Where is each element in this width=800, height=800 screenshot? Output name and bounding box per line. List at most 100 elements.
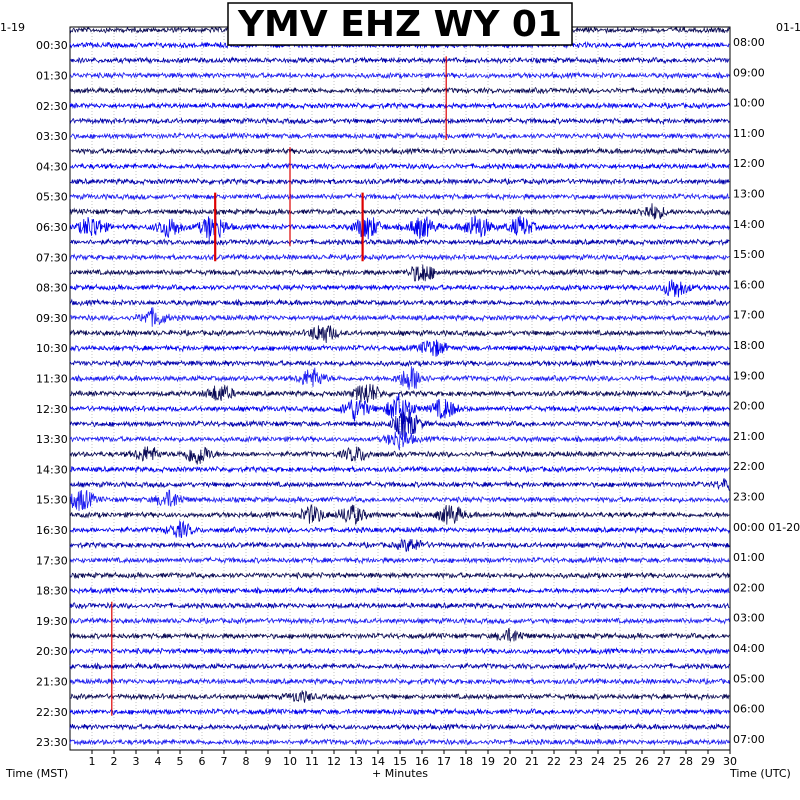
x-tick-label: 18 (459, 755, 473, 768)
x-tick-label: 9 (265, 755, 272, 768)
right-time-label: 23:00 (733, 491, 765, 504)
x-tick-label: 12 (327, 755, 341, 768)
trace-row (69, 307, 730, 327)
right-time-label: 08:00 (733, 36, 765, 49)
left-time-label: 11:30 (36, 372, 68, 385)
right-time-label: 19:00 (733, 369, 765, 382)
right-time-label: 12:00 (733, 157, 765, 170)
trace-rows (69, 25, 730, 746)
left-time-label: 17:30 (36, 554, 68, 567)
right-time-label: 06:00 (733, 703, 765, 716)
left-time-label: 15:30 (36, 494, 68, 507)
trace-row (69, 722, 730, 732)
minute-grid (91, 27, 709, 750)
trace-row (69, 616, 730, 625)
right-time-label: 04:00 (733, 642, 765, 655)
right-time-label: 10:00 (733, 97, 765, 110)
x-tick-label: 15 (393, 755, 407, 768)
right-time-label: 09:00 (733, 66, 765, 79)
x-tick-label: 16 (415, 755, 429, 768)
trace-row (69, 325, 730, 344)
trace-row (70, 465, 730, 474)
left-time-label: 18:30 (36, 585, 68, 598)
left-time-label: 09:30 (36, 312, 68, 325)
x-tick-label: 28 (679, 755, 693, 768)
trace-row (69, 571, 730, 580)
x-tick-label: 17 (437, 755, 451, 768)
x-tick-label: 2 (111, 755, 118, 768)
trace-row (69, 430, 730, 451)
right-time-label: 01:00 (733, 551, 765, 564)
trace-row (69, 203, 730, 220)
trace-row (69, 409, 730, 438)
right-time-label: 21:00 (733, 430, 765, 443)
x-tick-label: 1 (89, 755, 96, 768)
left-time-label: 21:30 (36, 675, 68, 688)
trace-row (69, 56, 730, 65)
trace-row (69, 677, 730, 686)
right-time-label: 20:00 (733, 400, 765, 413)
right-axis-title: Time (UTC) (729, 767, 791, 780)
left-time-label: 23:30 (36, 736, 68, 749)
trace-row (69, 738, 730, 746)
left-time-label: 10:30 (36, 342, 68, 355)
x-tick-label: 29 (701, 755, 715, 768)
right-time-label: 00:00 01-20 (733, 521, 800, 534)
right-time-label: 22:00 (733, 460, 765, 473)
x-tick-label: 8 (243, 755, 250, 768)
trace-row (69, 628, 730, 642)
right-time-label: 16:00 (733, 278, 765, 291)
chart-title: YMV EHZ WY 01 (237, 4, 562, 45)
trace-row (69, 298, 730, 307)
x-tick-label: 5 (177, 755, 184, 768)
x-tick-label: 19 (481, 755, 495, 768)
trace-row (69, 690, 730, 703)
x-tick-label: 25 (613, 755, 627, 768)
trace-row (69, 215, 730, 240)
trace-row (69, 601, 730, 611)
trace-row (69, 86, 730, 95)
title-box (227, 2, 573, 46)
trace-row (69, 478, 730, 491)
right-time-label: 13:00 (733, 188, 765, 201)
x-tick-label: 10 (283, 755, 297, 768)
trace-row (69, 162, 730, 171)
trace-row (69, 646, 730, 656)
x-tick-label: 26 (635, 755, 649, 768)
left-axis-title: Time (MST) (5, 767, 68, 780)
trace-row (69, 253, 730, 262)
left-time-label: 14:30 (36, 463, 68, 476)
left-time-label: 03:30 (36, 130, 68, 143)
x-tick-label: 7 (221, 755, 228, 768)
trace-row (69, 393, 730, 424)
x-tick-label: 24 (591, 755, 605, 768)
trace-row (69, 538, 730, 552)
x-tick-label: 27 (657, 755, 671, 768)
x-tick-label: 11 (305, 755, 319, 768)
left-date-label: 1-19 (0, 21, 25, 34)
left-time-label: 06:30 (36, 221, 68, 234)
trace-row (69, 71, 730, 80)
left-time-label: 01:30 (36, 69, 68, 82)
left-time-label: 04:30 (36, 160, 68, 173)
right-time-label: 15:00 (733, 248, 765, 261)
right-time-label: 05:00 (733, 672, 765, 685)
axis-labels: 1 2 3 4 5 6 7 8 9 10 11 12 13 14 15 16 17 18 19 20 21 22 23 24 2… (36, 36, 800, 768)
trace-row (69, 446, 730, 465)
left-time-label: 05:30 (36, 191, 68, 204)
trace-row (69, 555, 730, 565)
x-tick-label: 22 (547, 755, 561, 768)
trace-row (69, 586, 730, 595)
left-time-label: 12:30 (36, 403, 68, 416)
right-date-label: 01-1 (776, 21, 800, 34)
x-tick-label: 20 (503, 755, 517, 768)
x-tick-label: 3 (133, 755, 140, 768)
right-time-label: 07:00 (733, 733, 765, 746)
trace-row (69, 520, 730, 538)
trace-row (69, 237, 730, 247)
x-tick-label: 14 (371, 755, 385, 768)
left-time-label: 19:30 (36, 615, 68, 628)
left-time-label: 13:30 (36, 433, 68, 446)
x-tick-label: 23 (569, 755, 583, 768)
right-time-label: 17:00 (733, 309, 765, 322)
